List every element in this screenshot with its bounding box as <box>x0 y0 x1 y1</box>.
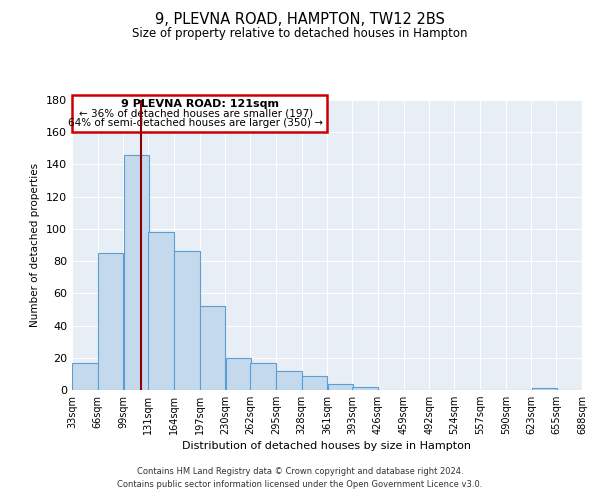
Text: Contains HM Land Registry data © Crown copyright and database right 2024.: Contains HM Land Registry data © Crown c… <box>137 467 463 476</box>
FancyBboxPatch shape <box>72 95 328 132</box>
Bar <box>72 362 98 390</box>
Bar <box>148 232 174 390</box>
Text: ← 36% of detached houses are smaller (197): ← 36% of detached houses are smaller (19… <box>79 109 313 119</box>
Bar <box>200 306 225 390</box>
Bar <box>302 376 327 390</box>
Bar <box>352 387 378 390</box>
Text: 64% of semi-detached houses are larger (350) →: 64% of semi-detached houses are larger (… <box>68 118 323 128</box>
Bar <box>174 252 200 390</box>
Text: Contains public sector information licensed under the Open Government Licence v3: Contains public sector information licen… <box>118 480 482 489</box>
Bar <box>276 370 302 390</box>
Bar <box>532 388 557 390</box>
Y-axis label: Number of detached properties: Number of detached properties <box>31 163 40 327</box>
Bar <box>124 155 149 390</box>
Bar <box>226 358 251 390</box>
Text: 9, PLEVNA ROAD, HAMPTON, TW12 2BS: 9, PLEVNA ROAD, HAMPTON, TW12 2BS <box>155 12 445 28</box>
Bar <box>328 384 353 390</box>
X-axis label: Distribution of detached houses by size in Hampton: Distribution of detached houses by size … <box>182 442 472 452</box>
Bar <box>98 253 123 390</box>
Text: 9 PLEVNA ROAD: 121sqm: 9 PLEVNA ROAD: 121sqm <box>121 99 278 109</box>
Text: Size of property relative to detached houses in Hampton: Size of property relative to detached ho… <box>132 28 468 40</box>
Bar <box>250 362 276 390</box>
